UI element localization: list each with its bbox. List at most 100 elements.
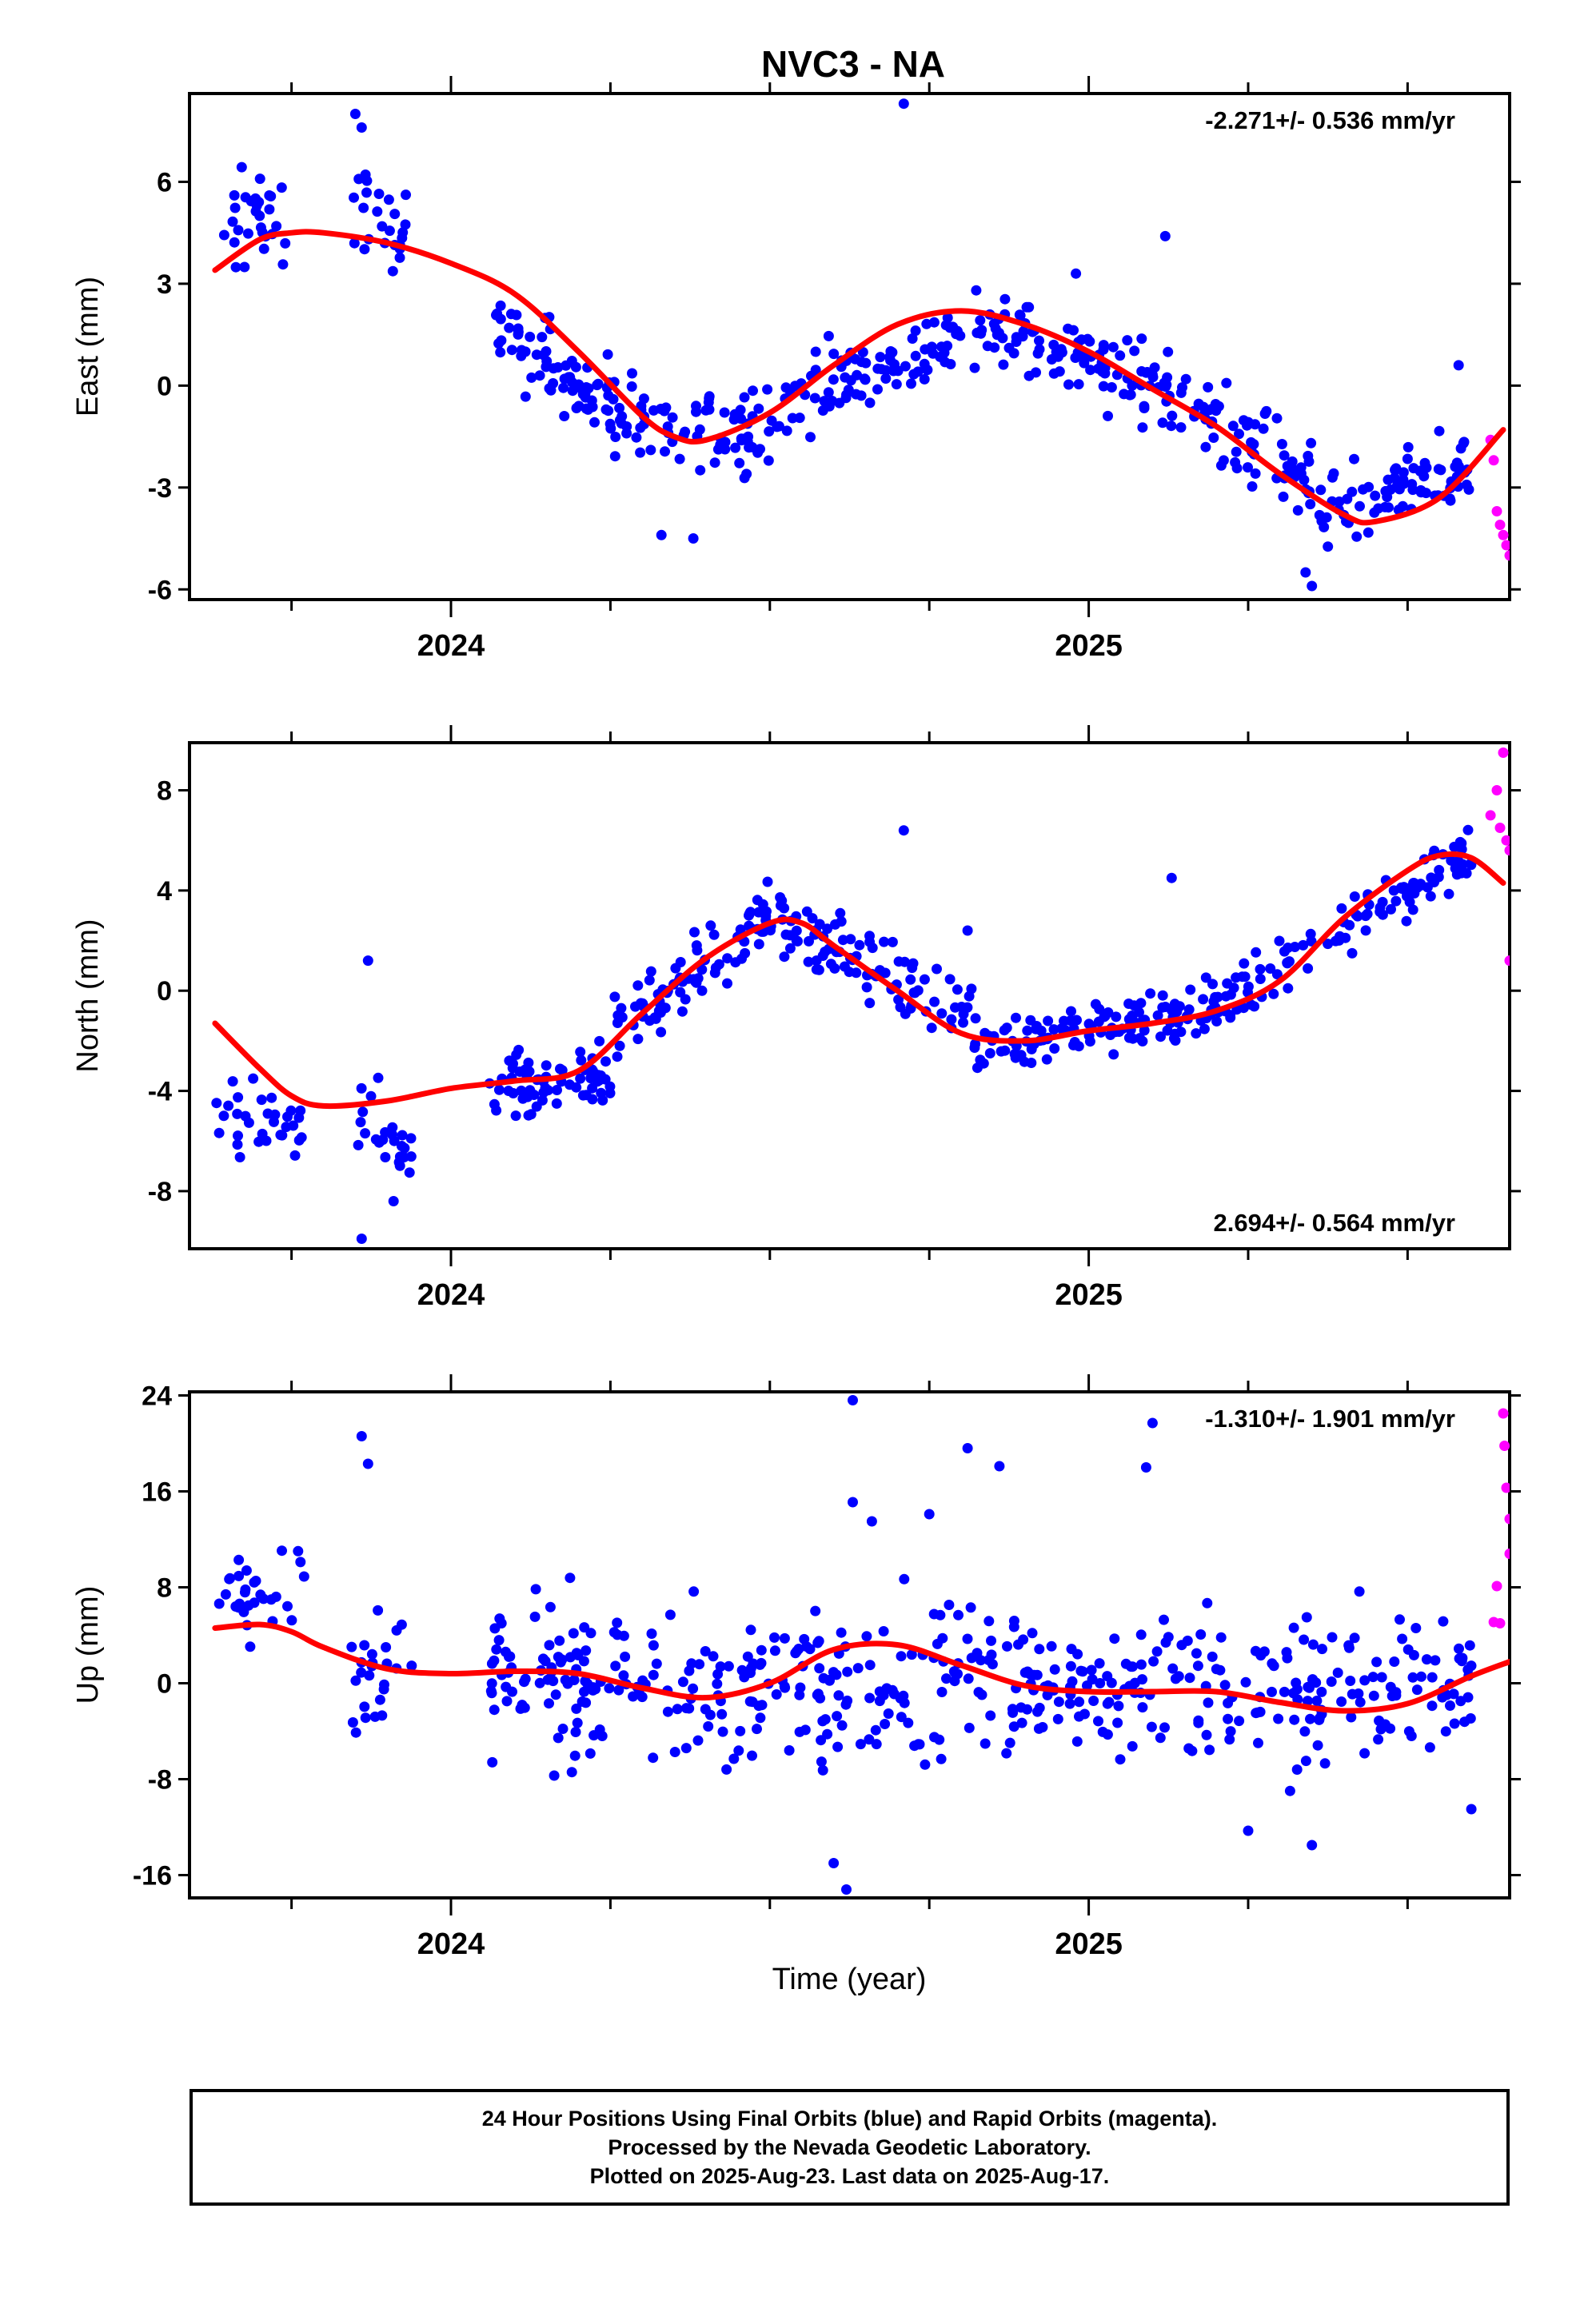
final-point — [1279, 450, 1290, 461]
final-point — [211, 1098, 222, 1109]
final-point — [558, 382, 569, 393]
final-point — [1466, 1660, 1477, 1672]
final-point — [229, 237, 240, 248]
final-point — [1003, 342, 1015, 353]
final-point — [674, 453, 685, 464]
final-point — [648, 1752, 659, 1764]
final-point — [1004, 1737, 1015, 1748]
final-point — [401, 189, 411, 201]
final-point — [887, 936, 898, 947]
final-point — [1187, 1745, 1198, 1756]
final-point — [860, 374, 871, 385]
final-point — [684, 1703, 695, 1714]
final-point — [848, 1395, 858, 1405]
final-point — [1014, 309, 1025, 321]
final-point — [530, 1584, 541, 1595]
final-point — [356, 1234, 367, 1244]
final-point — [644, 1015, 656, 1026]
final-point — [1323, 939, 1334, 950]
final-point — [285, 1105, 297, 1116]
final-point — [534, 1677, 545, 1688]
final-point — [359, 244, 370, 255]
final-point — [906, 1649, 917, 1660]
final-point — [705, 920, 716, 931]
final-point — [592, 378, 604, 389]
final-point — [966, 983, 977, 995]
y-tick-label: -8 — [148, 1765, 172, 1796]
final-point — [1008, 1621, 1019, 1632]
final-point — [946, 1014, 957, 1025]
final-point — [1122, 335, 1133, 346]
final-point — [1157, 1002, 1168, 1013]
final-point — [571, 1703, 582, 1714]
final-point — [1464, 1640, 1475, 1651]
final-point — [568, 1628, 579, 1639]
final-point — [616, 1012, 628, 1022]
final-point — [586, 395, 597, 406]
final-point — [627, 368, 637, 379]
final-point — [1440, 1726, 1451, 1737]
final-point — [552, 1085, 562, 1095]
final-point — [692, 1735, 704, 1746]
final-point — [1292, 504, 1303, 516]
final-point — [1033, 1723, 1044, 1734]
final-point — [1234, 429, 1244, 440]
final-point — [520, 1673, 531, 1684]
final-point — [837, 935, 848, 946]
final-point — [1015, 1702, 1027, 1713]
final-point — [712, 1678, 723, 1689]
final-point — [653, 1006, 664, 1016]
final-point — [835, 907, 846, 919]
final-point — [1022, 1025, 1033, 1036]
final-point — [804, 1644, 816, 1655]
final-point — [1035, 1025, 1047, 1036]
final-point — [1273, 1713, 1284, 1724]
final-point — [604, 1683, 615, 1694]
final-point — [616, 418, 627, 429]
final-point — [1031, 367, 1041, 378]
final-point — [864, 1692, 876, 1704]
final-point — [1305, 928, 1316, 939]
final-point — [825, 959, 836, 970]
final-point — [1248, 439, 1259, 450]
final-point — [945, 359, 956, 369]
final-point — [952, 984, 963, 995]
final-point — [1345, 1676, 1356, 1686]
plot-frame — [188, 92, 1511, 601]
final-point — [1063, 379, 1074, 390]
final-point — [686, 1658, 697, 1669]
final-point — [1011, 332, 1022, 343]
final-point — [1401, 915, 1412, 927]
final-point — [898, 98, 909, 110]
final-point — [1319, 521, 1330, 532]
final-point — [1095, 1678, 1106, 1688]
final-point — [747, 1750, 757, 1761]
final-point — [531, 1101, 542, 1112]
final-point — [839, 961, 850, 972]
final-point — [609, 991, 620, 1003]
final-point — [1135, 998, 1147, 1009]
final-point — [717, 1726, 728, 1737]
final-point — [520, 391, 531, 402]
final-point — [1219, 1680, 1231, 1691]
final-point — [1063, 323, 1074, 334]
final-point — [848, 1497, 858, 1508]
final-point — [589, 1730, 600, 1741]
final-point — [756, 1700, 768, 1711]
final-point — [265, 1594, 277, 1605]
final-point — [1139, 403, 1150, 413]
final-point — [227, 216, 238, 227]
final-point — [242, 228, 253, 239]
final-point — [1220, 991, 1231, 1002]
final-point — [1052, 1713, 1063, 1724]
final-point — [1162, 1025, 1173, 1036]
footer-line-1: 24 Hour Positions Using Final Orbits (bl… — [481, 2107, 1218, 2131]
final-point — [1311, 1696, 1323, 1706]
final-point — [694, 1659, 705, 1670]
final-point — [553, 1732, 564, 1744]
final-point — [545, 1601, 556, 1612]
final-point — [362, 1458, 373, 1469]
final-point — [1288, 1622, 1299, 1633]
y-axis-label: North (mm) — [71, 919, 105, 1072]
final-point — [1268, 988, 1279, 999]
